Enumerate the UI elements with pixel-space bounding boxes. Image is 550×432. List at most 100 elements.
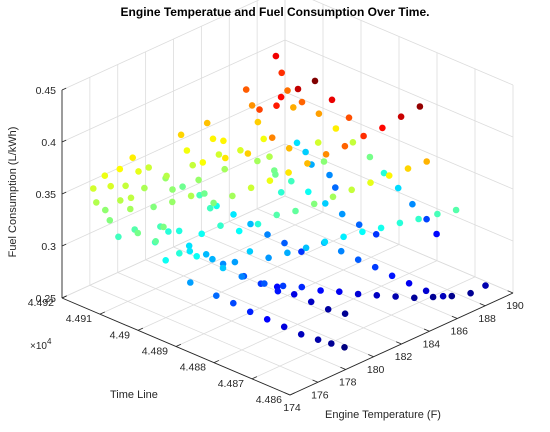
z-tick [61,87,67,91]
data-point [367,179,374,186]
data-point [284,249,291,257]
grid-line [61,91,286,195]
data-point [284,87,291,94]
data-point [152,238,159,245]
data-point [169,198,176,206]
data-point [199,159,207,166]
points-layer [90,52,489,351]
data-point [235,227,243,235]
data-point [328,340,335,347]
data-point [329,193,337,201]
data-point [311,77,319,85]
x-tick-label: 186 [450,326,468,338]
data-point [230,211,237,218]
data-point [247,184,255,192]
data-point [217,222,224,229]
data-point [332,184,339,191]
grid-line [284,39,514,138]
x-tick-label: 174 [283,402,301,414]
data-point [254,118,262,126]
data-point [416,103,424,110]
data-point [169,186,176,193]
data-point [355,221,363,228]
data-point [127,205,134,213]
data-point [388,272,396,280]
y-tick-label: 4.492 [28,297,54,309]
data-point [297,331,305,338]
z-tick-label: 0.25 [36,293,57,305]
data-point [385,172,393,179]
data-point [150,203,157,211]
data-point [268,134,276,141]
data-point [279,282,287,290]
data-point [185,242,193,250]
chart-title: Engine Temperatue and Fuel Consumption O… [121,5,430,19]
data-point [265,254,272,262]
grid-line [61,0,260,91]
data-point [366,153,374,161]
data-point [246,308,254,316]
y-tick [251,376,258,380]
data-point [198,230,205,238]
data-point [320,158,328,165]
grid-line [312,0,514,86]
data-point [272,52,280,60]
data-point [394,184,402,192]
data-point [254,157,261,165]
x-tick [368,354,374,358]
data-point [290,104,297,111]
data-point [263,316,271,323]
data-point [195,176,202,184]
data-point [202,251,210,258]
data-point [322,200,329,207]
data-point [302,148,309,156]
data-point [237,147,244,154]
data-point [209,135,217,143]
data-point [220,137,227,145]
data-point [183,147,191,154]
data-point [307,298,315,306]
data-point [315,110,323,117]
data-point [254,220,262,228]
data-point [337,247,345,255]
data-point [379,124,386,132]
data-point [238,273,246,280]
z-tick [61,243,67,247]
data-point [244,150,252,157]
z-tick-label: 0.35 [36,189,57,201]
data-point [354,290,362,298]
data-point [179,183,186,190]
data-point [134,229,142,237]
data-point [210,199,217,207]
data-point [165,228,172,235]
y-tick-label: 4.486 [256,394,282,406]
data-point [141,184,148,192]
data-point [292,207,299,215]
data-point [411,294,418,302]
data-point [90,185,97,192]
data-point [277,189,285,196]
z-tick [61,295,67,299]
data-point [324,306,332,313]
data-point [176,250,183,257]
data-point [298,248,305,255]
data-point [360,132,367,140]
x-tick-label: 180 [367,364,385,376]
x-axis-label: Engine Temperature (F) [325,409,441,421]
y-tick-label: 4.49 [110,329,131,341]
data-point [482,282,489,289]
x-tick [507,290,514,294]
grid-line [61,195,286,299]
y-tick [175,343,182,347]
data-point [341,142,349,150]
y-tick [289,392,296,396]
data-point [187,192,195,200]
data-point [175,227,183,235]
x-tick-label: 190 [506,300,524,312]
data-point [359,228,366,236]
data-point [341,310,349,318]
data-point [272,171,279,178]
data-point [187,279,194,286]
data-point [377,224,385,232]
data-point [314,139,322,146]
